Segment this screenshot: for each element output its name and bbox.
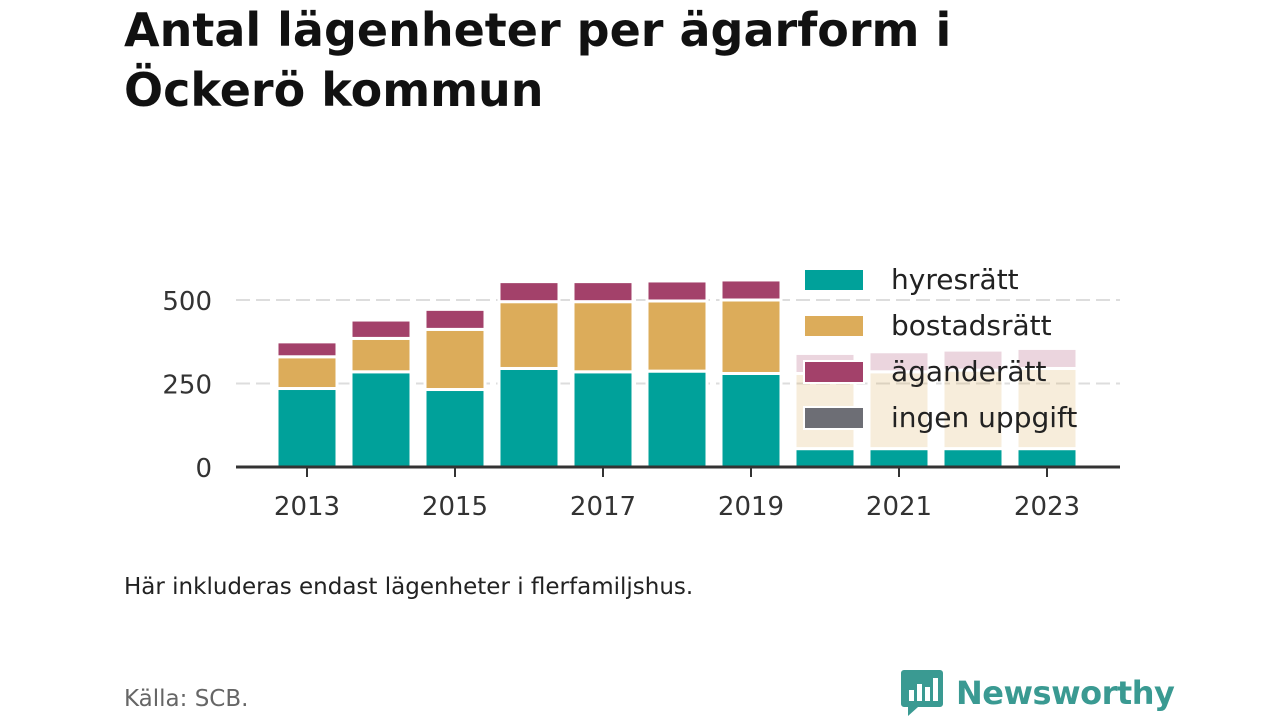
bar-aganderatt-2013 [275,340,339,359]
legend-label-ingen_uppgift: ingen uppgift [891,401,1077,434]
bar-hyresratt-2021 [867,447,931,469]
legend-swatch-hyresratt [805,270,863,290]
x-tick-label-2015: 2015 [422,492,488,522]
legend-swatch-bostadsratt [805,316,863,336]
bar-aganderatt-2022 [941,348,1005,372]
bar-hyresratt-2014 [349,370,413,469]
legend-swatch-ingen_uppgift [805,408,863,428]
legend-label-hyresratt: hyresrätt [891,263,1019,296]
bar-bostadsratt-2014 [349,336,413,374]
newsworthy-logo-icon [901,670,943,716]
legend-swatch-aganderatt [805,362,863,382]
bar-hyresratt-2018 [645,369,709,469]
bar-hyresratt-2013 [275,387,339,469]
bar-hyresratt-2020 [793,447,857,469]
bar-aganderatt-2017 [571,280,635,304]
bar-hyresratt-2015 [423,388,487,469]
bar-hyresratt-2016 [497,366,561,469]
chart-note: Här inkluderas endast lägenheter i flerf… [124,574,694,600]
y-tick-label-500: 500 [162,287,212,317]
bar-group [275,278,1079,469]
x-tick-label-2013: 2013 [274,492,340,522]
bar-bostadsratt-2016 [497,300,561,370]
brand-logo: Newsworthy [900,668,1175,718]
legend-label-bostadsratt: bostadsrätt [891,309,1052,342]
brand-name: Newsworthy [956,674,1175,712]
bar-bostadsratt-2015 [423,327,487,392]
bar-hyresratt-2023 [1015,447,1079,469]
bar-aganderatt-2015 [423,307,487,331]
bar-hyresratt-2019 [719,371,783,469]
bar-hyresratt-2017 [571,370,635,469]
bar-bostadsratt-2022 [941,368,1005,451]
chart-title: Antal lägenheter per ägarform i Öckerö k… [124,3,952,117]
bar-aganderatt-2018 [645,279,709,303]
bar-ingen_uppgift-2013 [275,338,339,344]
y-tick-label-250: 250 [162,371,212,401]
bar-hyresratt-2022 [941,447,1005,469]
bar-bostadsratt-2013 [275,355,339,391]
x-tick-label-2023: 2023 [1014,492,1080,522]
x-axis-ticks: 2013 2015 2017 2019 2021 2023 [274,467,1080,522]
bar-bostadsratt-2019 [719,298,783,375]
y-tick-label-0: 0 [195,454,212,484]
x-tick-label-2019: 2019 [718,492,784,522]
bar-bostadsratt-2018 [645,299,709,373]
legend-label-aganderatt: äganderätt [891,355,1046,388]
bar-aganderatt-2014 [349,318,413,340]
bar-aganderatt-2023 [1015,346,1079,370]
bar-bostadsratt-2017 [571,300,635,374]
bar-aganderatt-2019 [719,278,783,302]
y-axis-ticks: 0 250 500 [162,287,212,484]
bar-aganderatt-2016 [497,280,561,304]
source-text: Källa: SCB. [124,686,249,712]
bar-aganderatt-2021 [867,350,931,374]
bar-bostadsratt-2021 [867,370,931,451]
x-tick-label-2017: 2017 [570,492,636,522]
x-tick-label-2021: 2021 [866,492,932,522]
legend: hyresrätt bostadsrätt äganderätt ingen uppg… [803,263,1077,434]
